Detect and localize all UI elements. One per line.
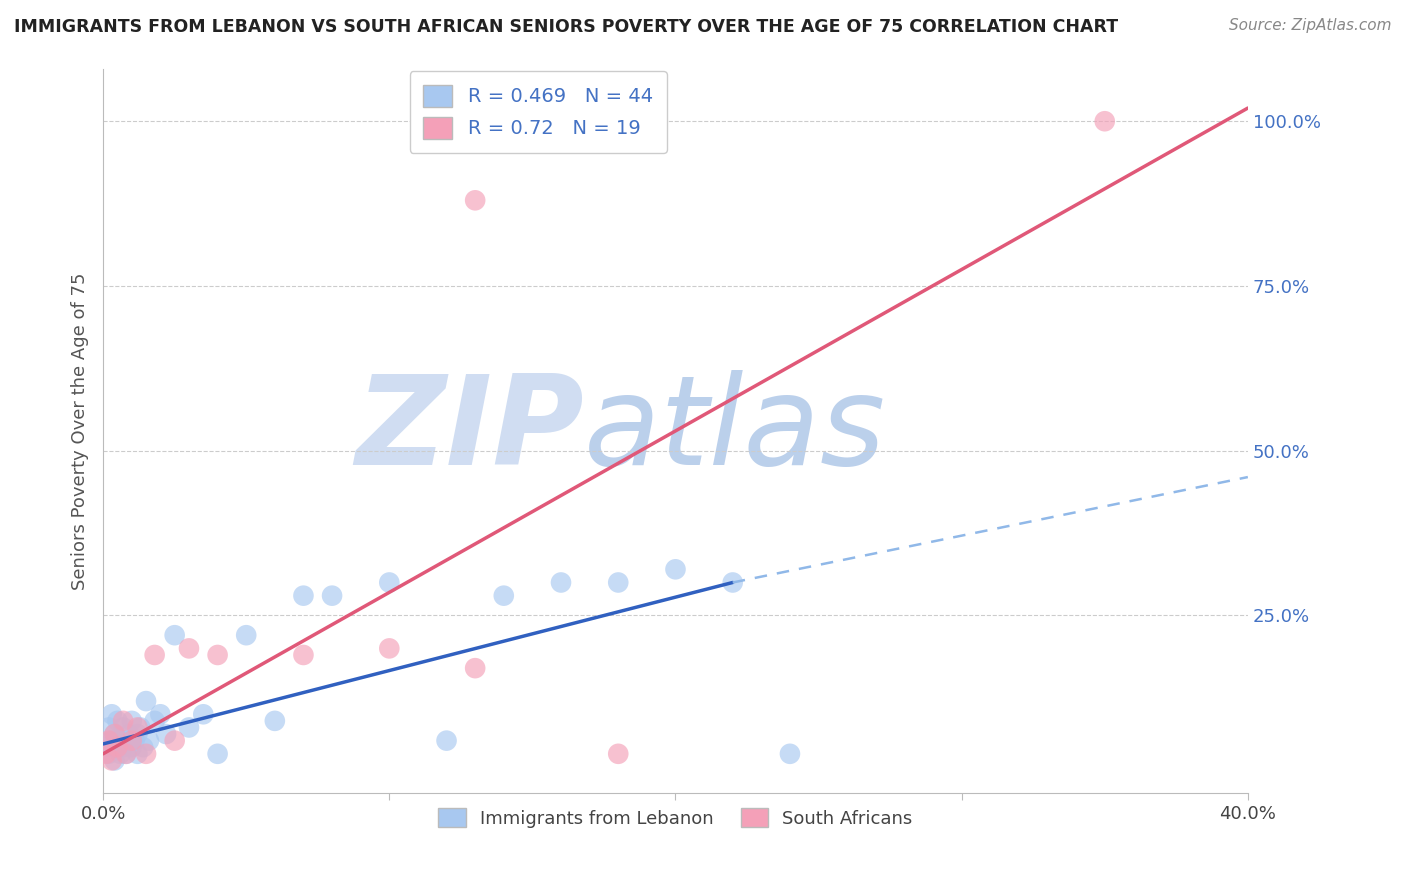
- Point: [107, 714, 129, 728]
- Legend: Immigrants from Lebanon, South Africans: Immigrants from Lebanon, South Africans: [432, 801, 920, 835]
- Text: atlas: atlas: [583, 370, 886, 491]
- Point: [177, 721, 200, 735]
- Point: [464, 194, 486, 208]
- Point: [103, 727, 125, 741]
- Point: [235, 628, 257, 642]
- Text: Source: ZipAtlas.com: Source: ZipAtlas.com: [1229, 18, 1392, 33]
- Point: [492, 589, 515, 603]
- Point: [378, 641, 401, 656]
- Point: [177, 641, 200, 656]
- Point: [94, 740, 117, 755]
- Point: [138, 733, 160, 747]
- Point: [163, 628, 186, 642]
- Point: [129, 721, 152, 735]
- Point: [127, 727, 149, 741]
- Point: [112, 714, 135, 728]
- Point: [378, 575, 401, 590]
- Point: [135, 747, 157, 761]
- Point: [607, 575, 630, 590]
- Point: [124, 733, 146, 747]
- Point: [321, 589, 343, 603]
- Point: [550, 575, 572, 590]
- Point: [721, 575, 744, 590]
- Point: [207, 747, 229, 761]
- Point: [779, 747, 801, 761]
- Point: [143, 648, 166, 662]
- Point: [100, 733, 122, 747]
- Point: [112, 721, 135, 735]
- Point: [110, 733, 132, 747]
- Text: IMMIGRANTS FROM LEBANON VS SOUTH AFRICAN SENIORS POVERTY OVER THE AGE OF 75 CORR: IMMIGRANTS FROM LEBANON VS SOUTH AFRICAN…: [14, 18, 1118, 36]
- Point: [664, 562, 686, 576]
- Point: [207, 648, 229, 662]
- Point: [464, 661, 486, 675]
- Point: [94, 747, 117, 761]
- Point: [143, 714, 166, 728]
- Point: [121, 714, 143, 728]
- Point: [292, 648, 315, 662]
- Point: [121, 733, 143, 747]
- Point: [100, 707, 122, 722]
- Point: [436, 733, 458, 747]
- Point: [127, 747, 149, 761]
- Text: ZIP: ZIP: [356, 370, 583, 491]
- Point: [110, 747, 132, 761]
- Point: [97, 747, 120, 761]
- Point: [263, 714, 285, 728]
- Point: [292, 589, 315, 603]
- Point: [112, 740, 135, 755]
- Point: [1094, 114, 1116, 128]
- Y-axis label: Seniors Poverty Over the Age of 75: Seniors Poverty Over the Age of 75: [72, 272, 89, 590]
- Point: [115, 747, 138, 761]
- Point: [193, 707, 215, 722]
- Point: [97, 733, 120, 747]
- Point: [115, 747, 138, 761]
- Point: [107, 740, 129, 755]
- Point: [103, 753, 125, 767]
- Point: [103, 727, 125, 741]
- Point: [115, 733, 138, 747]
- Point: [607, 747, 630, 761]
- Point: [118, 727, 141, 741]
- Point: [132, 740, 155, 755]
- Point: [149, 707, 172, 722]
- Point: [163, 733, 186, 747]
- Point: [97, 721, 120, 735]
- Point: [127, 721, 149, 735]
- Point: [121, 740, 143, 755]
- Point: [107, 740, 129, 755]
- Point: [135, 694, 157, 708]
- Point: [155, 727, 177, 741]
- Point: [100, 753, 122, 767]
